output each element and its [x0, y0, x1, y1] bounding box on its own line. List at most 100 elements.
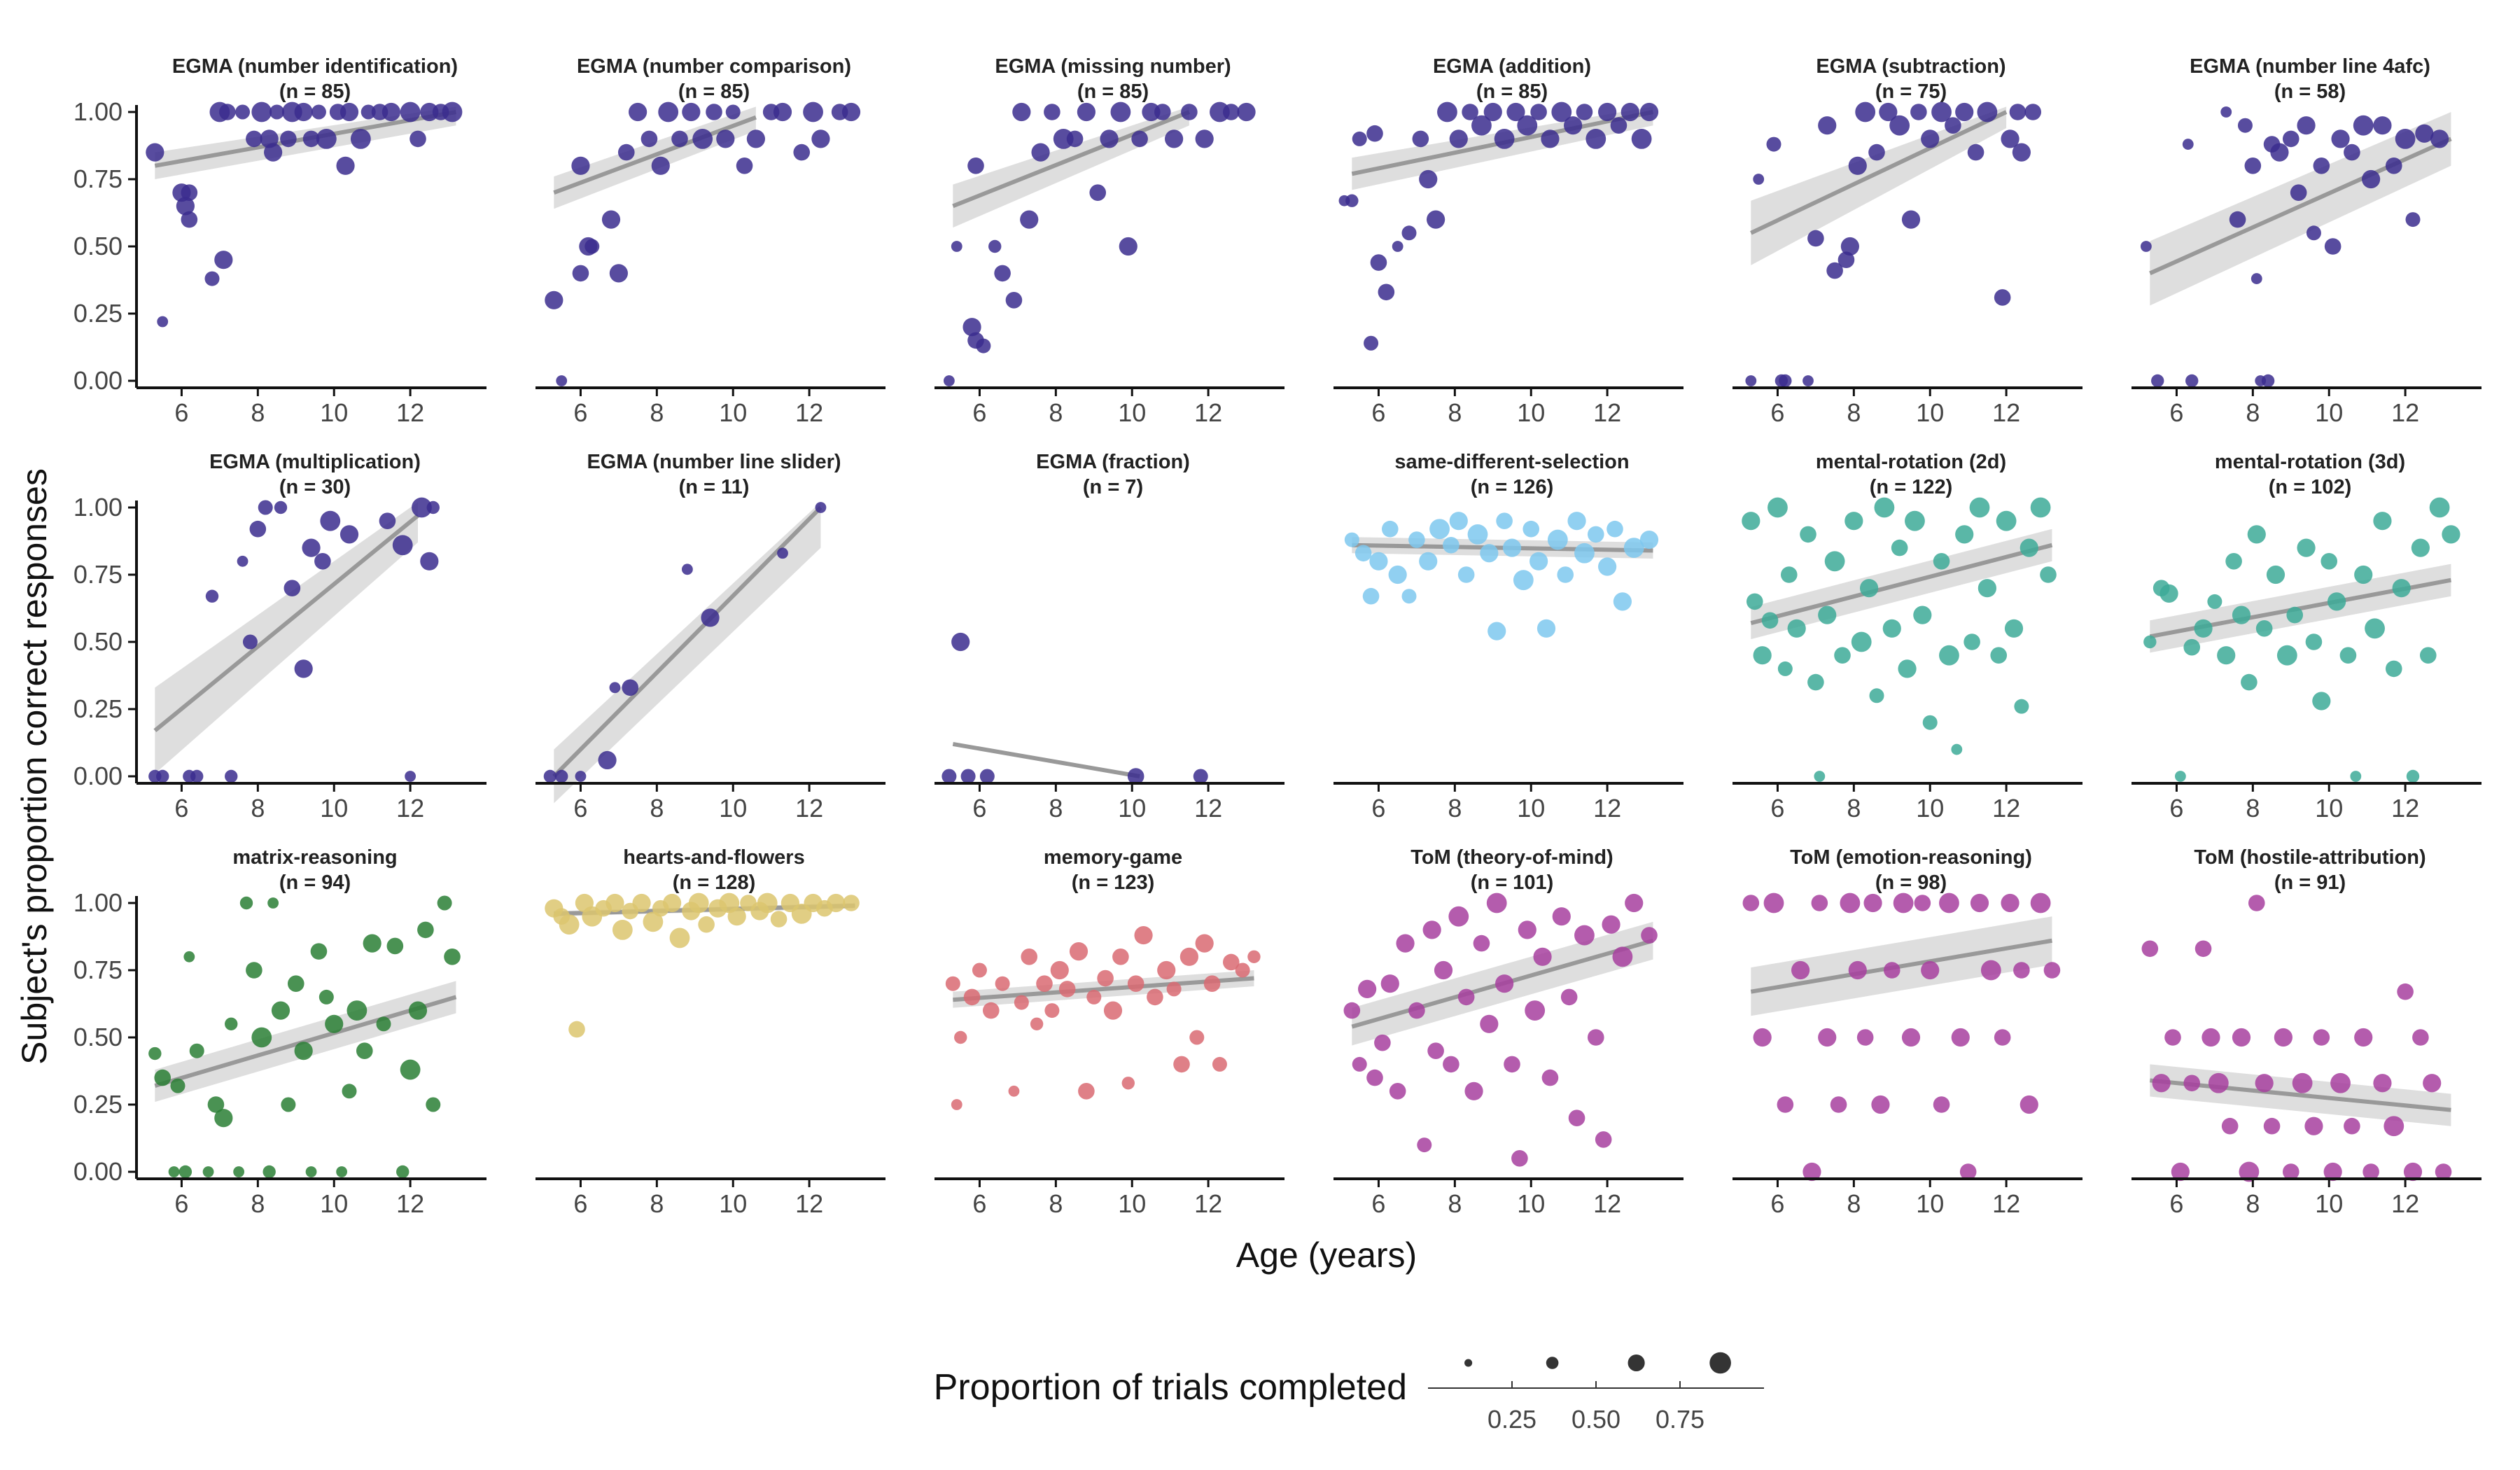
- data-point: [1598, 557, 1617, 576]
- data-point: [1396, 934, 1415, 953]
- trend-line: [1750, 110, 2008, 235]
- x-tick-label: 8: [1049, 794, 1063, 822]
- data-point: [1602, 915, 1620, 934]
- data-point: [632, 893, 651, 913]
- data-point: [1811, 895, 1828, 911]
- trend-line: [1352, 542, 1653, 553]
- data-point: [444, 948, 461, 965]
- y-tick-label: 0.25: [74, 299, 122, 328]
- data-point: [1419, 169, 1438, 189]
- data-point: [1427, 210, 1446, 229]
- data-point: [1086, 989, 1102, 1004]
- data-point: [1121, 1077, 1135, 1090]
- panel-2: EGMA (missing number)(n = 85) 6 8 10 12: [934, 55, 1284, 427]
- facet-panels: EGMA (number identification)(n = 85)6 8 10…: [74, 55, 2482, 1218]
- x-tick-label: 12: [1593, 398, 1621, 427]
- data-point: [1977, 579, 1996, 598]
- x-tick-label: 6: [1770, 1189, 1784, 1218]
- x-tick-label: 10: [320, 398, 348, 427]
- x-tick-label: 8: [650, 398, 664, 427]
- data-point: [1044, 104, 1060, 120]
- data-point: [1352, 131, 1367, 146]
- panel-n-label: (n = 75): [1875, 80, 1947, 103]
- data-point: [207, 1096, 225, 1113]
- data-point: [1746, 593, 1763, 610]
- data-point: [669, 927, 690, 948]
- data-point: [2174, 771, 2186, 782]
- x-tick-label: 6: [972, 398, 986, 427]
- data-point: [1344, 532, 1359, 547]
- data-point: [1541, 1069, 1559, 1086]
- data-point: [1536, 619, 1556, 638]
- data-point: [190, 769, 204, 783]
- panel-n-label: (n = 58): [2274, 80, 2346, 103]
- data-point: [1868, 144, 1885, 161]
- data-point: [412, 497, 432, 518]
- data-point: [294, 102, 313, 122]
- data-point: [2411, 538, 2430, 557]
- data-point: [396, 1165, 410, 1179]
- panel-title: EGMA (missing number): [995, 55, 1231, 78]
- data-point: [1165, 130, 1184, 148]
- data-point: [1008, 1085, 1020, 1097]
- data-point: [1427, 1042, 1444, 1059]
- data-point: [1814, 771, 1826, 782]
- data-point: [951, 1099, 962, 1110]
- data-point: [1412, 130, 1429, 148]
- data-point: [2323, 1162, 2342, 1182]
- panel-7: EGMA (number line slider) (n = 11) 6 8 10 12: [536, 451, 886, 822]
- data-point: [2040, 566, 2057, 583]
- x-tick-label: 6: [2169, 794, 2183, 822]
- data-point: [246, 962, 262, 979]
- data-point: [1222, 953, 1240, 971]
- data-point: [698, 916, 715, 933]
- data-point: [189, 1043, 204, 1058]
- panel-n-label: (n = 85): [678, 80, 750, 103]
- data-point: [1014, 995, 1029, 1010]
- data-point: [1530, 552, 1548, 570]
- data-point: [2430, 130, 2449, 148]
- x-tick-label: 12: [795, 398, 823, 427]
- panel-11: mental-rotation (3d) (n = 102) 6 8 10 12: [2132, 451, 2482, 822]
- data-point: [972, 962, 987, 978]
- data-point: [1112, 948, 1129, 965]
- data-point: [2373, 116, 2392, 135]
- data-point: [1494, 129, 1515, 149]
- data-point: [2232, 606, 2251, 624]
- panel-0: EGMA (number identification)(n = 85) 6 8 10…: [74, 55, 486, 427]
- data-point: [2221, 1117, 2239, 1135]
- panel-title: ToM (hostile-attribution): [2194, 846, 2426, 869]
- data-point: [1486, 892, 1507, 913]
- panel-16: ToM (emotion-reasoning) (n = 98) 6 8 10 12: [1732, 846, 2082, 1218]
- data-point: [601, 210, 621, 229]
- data-point: [2392, 579, 2411, 598]
- data-point: [1464, 1082, 1483, 1100]
- data-point: [1417, 1138, 1432, 1153]
- x-tick-label: 6: [2169, 1189, 2183, 1218]
- data-point: [1883, 962, 1900, 979]
- data-point: [701, 608, 720, 627]
- data-point: [1518, 920, 1536, 939]
- legend-break-label: 0.25: [1488, 1405, 1536, 1434]
- data-point: [1012, 102, 1031, 122]
- data-point: [803, 102, 823, 122]
- data-point: [2001, 130, 2019, 148]
- data-point: [1606, 520, 1623, 538]
- data-point: [426, 500, 440, 514]
- data-point: [2030, 497, 2051, 518]
- panel-title: EGMA (fraction): [1036, 451, 1190, 473]
- data-point: [2324, 238, 2342, 255]
- y-tick-label: 1.00: [74, 888, 122, 917]
- data-point: [1457, 988, 1475, 1006]
- data-point: [2183, 1074, 2201, 1092]
- data-point: [1530, 104, 1547, 120]
- data-point: [1541, 130, 1560, 148]
- panel-n-label: (n = 126): [1471, 476, 1553, 498]
- data-point: [1449, 130, 1468, 148]
- data-point: [262, 1165, 276, 1179]
- data-point: [2354, 1028, 2373, 1047]
- y-tick-label: 0.50: [74, 627, 122, 656]
- data-point: [1366, 1069, 1383, 1086]
- data-point: [1574, 542, 1595, 564]
- data-point: [1352, 1056, 1367, 1072]
